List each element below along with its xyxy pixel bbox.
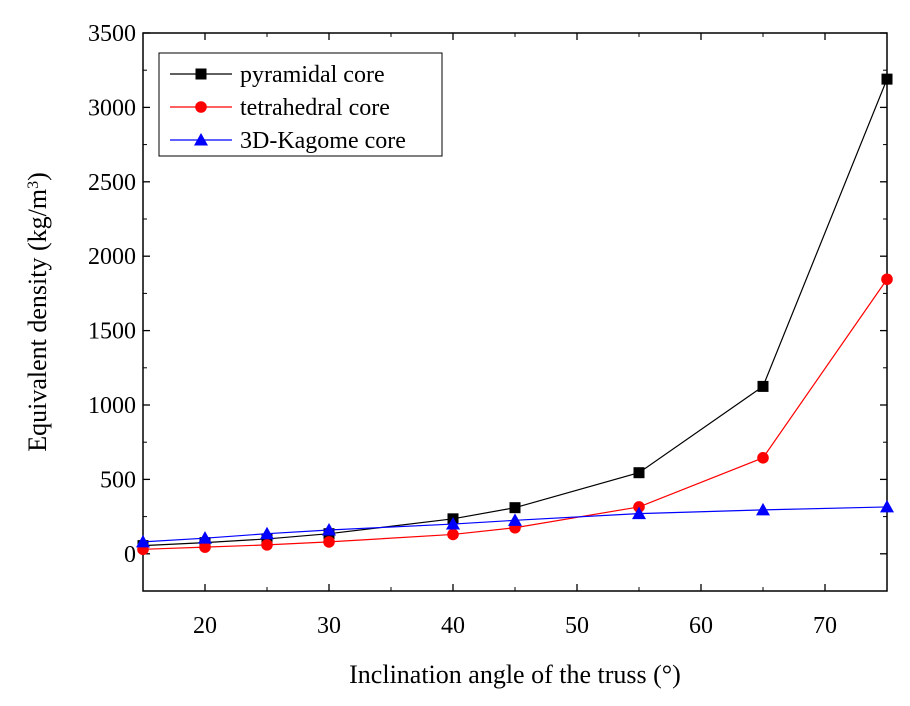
data-point-3d-kagome-core bbox=[260, 526, 274, 540]
data-point-pyramidal-core bbox=[509, 502, 521, 514]
y-tick-label: 1500 bbox=[88, 319, 136, 345]
y-tick-label: 1000 bbox=[88, 393, 136, 419]
legend-label-pyramidal-core: pyramidal core bbox=[240, 62, 385, 88]
y-tick-label: 2500 bbox=[88, 170, 136, 196]
data-point-3d-kagome-core bbox=[880, 499, 894, 513]
y-tick-label: 3500 bbox=[88, 21, 136, 47]
legend: pyramidal core tetrahedral core 3D-Kagome … bbox=[158, 52, 443, 157]
x-axis: 20 30 40 50 60 70 bbox=[193, 33, 837, 639]
data-point-tetrahedral-core bbox=[447, 528, 459, 541]
y-axis-title: Equivalent density (kg/m3) bbox=[23, 172, 52, 452]
x-tick-label: 70 bbox=[813, 613, 837, 639]
data-point-3d-kagome-core bbox=[198, 531, 212, 544]
legend-marker-tetrahedral-core bbox=[195, 101, 207, 113]
y-tick-label: 3000 bbox=[88, 95, 136, 121]
legend-marker-3d-kagome-core bbox=[194, 133, 208, 146]
data-point-pyramidal-core bbox=[633, 467, 645, 479]
y-axis-title-close: ) bbox=[23, 172, 52, 181]
data-point-tetrahedral-core bbox=[881, 273, 893, 286]
data-point-pyramidal-core bbox=[881, 73, 893, 85]
data-point-3d-kagome-core bbox=[508, 513, 522, 526]
x-tick-label: 40 bbox=[441, 613, 465, 639]
data-point-3d-kagome-core bbox=[446, 517, 460, 530]
x-tick-label: 50 bbox=[565, 613, 589, 639]
x-axis-title: Inclination angle of the truss (°) bbox=[349, 660, 681, 689]
data-point-3d-kagome-core bbox=[632, 506, 646, 520]
data-point-pyramidal-core bbox=[757, 380, 769, 392]
series-layer bbox=[136, 73, 894, 556]
legend-label-tetrahedral-core: tetrahedral core bbox=[240, 95, 390, 121]
data-point-3d-kagome-core bbox=[322, 522, 336, 536]
y-tick-label: 0 bbox=[124, 542, 136, 568]
data-point-tetrahedral-core bbox=[261, 539, 273, 551]
legend-label-3d-kagome-core: 3D-Kagome core bbox=[240, 128, 406, 154]
data-point-tetrahedral-core bbox=[323, 536, 335, 548]
x-tick-label: 20 bbox=[193, 613, 217, 639]
x-tick-label: 30 bbox=[317, 613, 341, 639]
y-axis: 0 500 1000 1500 2000 2500 3000 3500 bbox=[88, 21, 887, 568]
data-point-tetrahedral-core bbox=[757, 452, 769, 464]
x-tick-label: 60 bbox=[689, 613, 713, 639]
data-point-tetrahedral-core bbox=[199, 541, 211, 553]
legend-marker-pyramidal-core bbox=[195, 68, 207, 80]
data-point-3d-kagome-core bbox=[136, 534, 150, 548]
y-tick-label: 500 bbox=[100, 467, 136, 493]
y-axis-title-main: Equivalent density (kg/m bbox=[23, 189, 52, 452]
data-point-3d-kagome-core bbox=[756, 502, 770, 516]
y-axis-title-superscript: 3 bbox=[25, 181, 42, 189]
y-tick-label: 2000 bbox=[88, 244, 136, 270]
